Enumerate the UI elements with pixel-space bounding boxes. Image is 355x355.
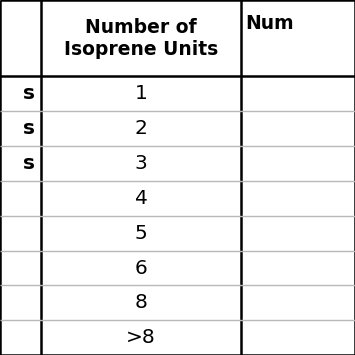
Text: 1: 1 xyxy=(135,84,148,103)
Text: Num: Num xyxy=(245,15,294,33)
Text: Number of
Isoprene Units: Number of Isoprene Units xyxy=(64,18,218,59)
Text: 8: 8 xyxy=(135,294,148,312)
Text: 5: 5 xyxy=(135,224,147,243)
Text: s: s xyxy=(23,154,36,173)
Text: 2: 2 xyxy=(135,119,148,138)
Text: 4: 4 xyxy=(135,189,148,208)
Text: s: s xyxy=(23,119,36,138)
Text: >8: >8 xyxy=(126,328,156,347)
Text: s: s xyxy=(23,84,36,103)
Text: 3: 3 xyxy=(135,154,147,173)
Text: 6: 6 xyxy=(135,258,147,278)
